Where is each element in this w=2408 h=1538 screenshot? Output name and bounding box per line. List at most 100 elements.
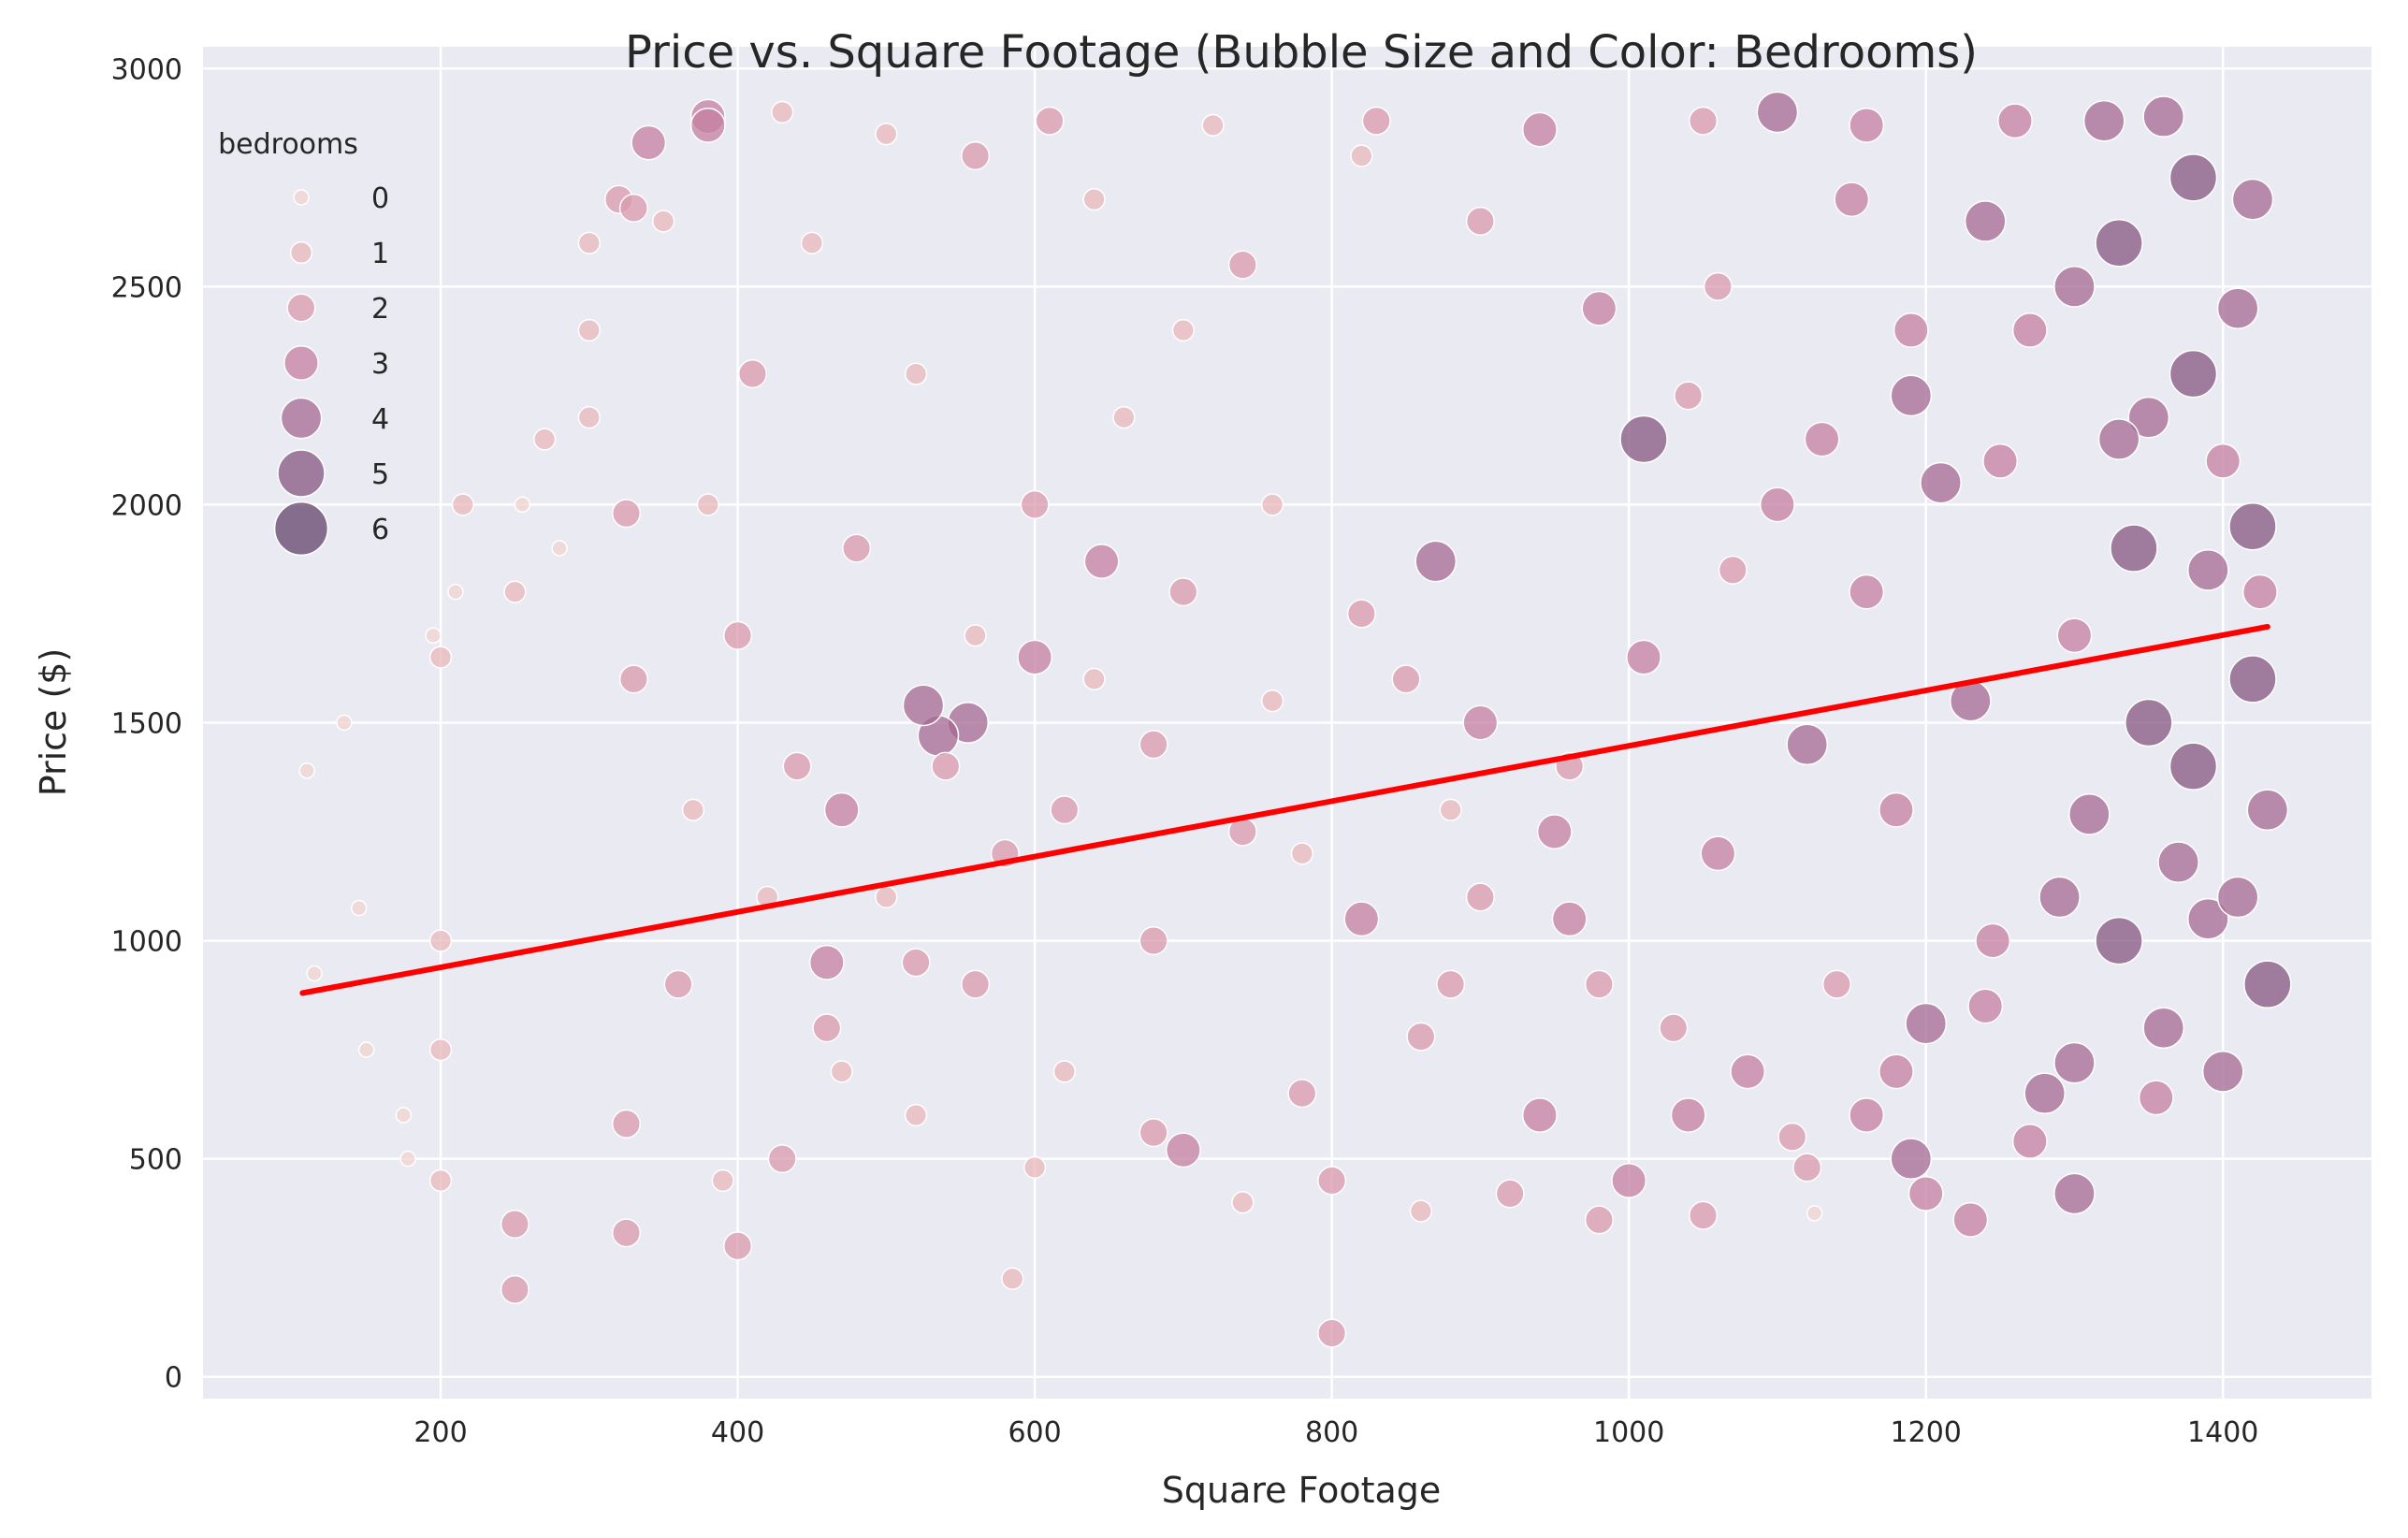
data-point xyxy=(1409,1199,1433,1223)
data-point xyxy=(904,362,928,385)
data-point xyxy=(1952,1201,1989,1238)
data-point xyxy=(1581,290,1617,326)
data-point xyxy=(800,231,824,254)
data-point xyxy=(2231,178,2274,221)
data-point xyxy=(298,762,315,779)
data-point xyxy=(1465,206,1495,237)
data-point xyxy=(1346,599,1376,629)
data-point xyxy=(1414,540,1458,583)
data-point xyxy=(2056,617,2093,654)
data-point xyxy=(611,499,642,529)
data-point xyxy=(2201,1051,2244,1093)
data-point xyxy=(1023,1155,1047,1180)
data-point xyxy=(696,493,719,516)
data-point xyxy=(2138,1080,2174,1116)
data-point xyxy=(428,1168,453,1193)
legend-marker xyxy=(277,449,326,498)
data-point xyxy=(1112,406,1136,429)
data-point xyxy=(1436,969,1466,999)
data-point xyxy=(503,580,527,603)
data-point xyxy=(1688,106,1719,136)
data-point xyxy=(2216,876,2259,919)
data-point xyxy=(782,751,812,781)
legend-title: bedrooms xyxy=(218,128,358,161)
legend-marker xyxy=(280,397,323,440)
data-point xyxy=(931,751,961,781)
data-point xyxy=(723,620,753,650)
data-point xyxy=(2142,95,2185,138)
data-point xyxy=(2187,549,2229,591)
data-point xyxy=(1020,489,1050,519)
data-point xyxy=(2228,655,2277,704)
data-point xyxy=(2095,916,2143,965)
x-tick-label: 400 xyxy=(711,1416,764,1449)
data-point xyxy=(1659,1013,1689,1043)
x-tick-label: 1200 xyxy=(1891,1416,1962,1449)
data-point xyxy=(771,100,794,124)
data-point xyxy=(2243,960,2292,1008)
y-tick-label: 2500 xyxy=(111,271,182,304)
data-point xyxy=(1626,639,1661,675)
data-point xyxy=(1227,250,1257,280)
data-point xyxy=(1759,486,1795,523)
data-point xyxy=(1619,414,1668,464)
data-point xyxy=(1878,1053,1914,1090)
data-point xyxy=(2216,287,2259,330)
data-point xyxy=(2241,573,2278,610)
data-point xyxy=(611,1218,642,1248)
data-point xyxy=(1290,842,1314,865)
data-point xyxy=(1139,730,1168,760)
data-point xyxy=(1703,271,1733,301)
data-point xyxy=(1139,1118,1168,1148)
data-point xyxy=(1584,969,1614,999)
data-point xyxy=(1521,111,1558,148)
data-point xyxy=(1439,798,1462,821)
data-point xyxy=(823,791,860,828)
data-point xyxy=(2142,1007,2185,1050)
data-point xyxy=(737,359,767,389)
data-point xyxy=(875,885,898,909)
legend-entry-label: 2 xyxy=(371,293,389,326)
data-point xyxy=(2157,841,2199,884)
y-tick-label: 500 xyxy=(129,1144,182,1177)
legend-entry-label: 5 xyxy=(371,458,389,491)
data-point xyxy=(2053,1041,2096,1084)
data-point xyxy=(1718,555,1748,585)
data-point xyxy=(618,664,648,694)
data-point xyxy=(1168,577,1198,607)
legend-marker xyxy=(293,189,310,206)
data-point xyxy=(1920,461,1962,504)
legend-entry-label: 4 xyxy=(371,403,389,436)
data-point xyxy=(1964,200,2007,242)
data-point xyxy=(1849,573,1885,610)
data-point xyxy=(336,714,353,732)
data-point xyxy=(842,533,872,563)
data-point xyxy=(1905,1002,1948,1045)
data-point xyxy=(2169,742,2218,791)
data-point xyxy=(2095,219,2143,268)
x-tick-label: 1000 xyxy=(1593,1416,1664,1449)
legend: bedrooms 0 1 2 3 4 5 6 xyxy=(218,128,389,557)
x-tick-label: 1400 xyxy=(2187,1416,2258,1449)
legend-entry-label: 0 xyxy=(371,182,389,215)
data-point xyxy=(961,140,991,171)
data-point xyxy=(350,899,368,917)
data-point xyxy=(1495,1179,1525,1209)
data-point xyxy=(2125,698,2173,747)
data-point xyxy=(1521,1097,1558,1133)
data-point xyxy=(577,406,601,429)
data-point xyxy=(577,231,601,254)
data-point xyxy=(631,124,667,161)
data-point xyxy=(2169,153,2218,202)
data-point xyxy=(577,318,601,342)
data-point xyxy=(663,969,693,999)
data-point xyxy=(2127,396,2170,439)
data-point xyxy=(902,684,945,727)
data-point xyxy=(2082,99,2125,142)
data-point xyxy=(1756,91,1799,134)
x-tick-label: 600 xyxy=(1008,1416,1061,1449)
data-point xyxy=(1260,689,1284,713)
data-point xyxy=(533,428,557,451)
data-point xyxy=(500,1274,529,1305)
data-point xyxy=(1317,1318,1347,1348)
